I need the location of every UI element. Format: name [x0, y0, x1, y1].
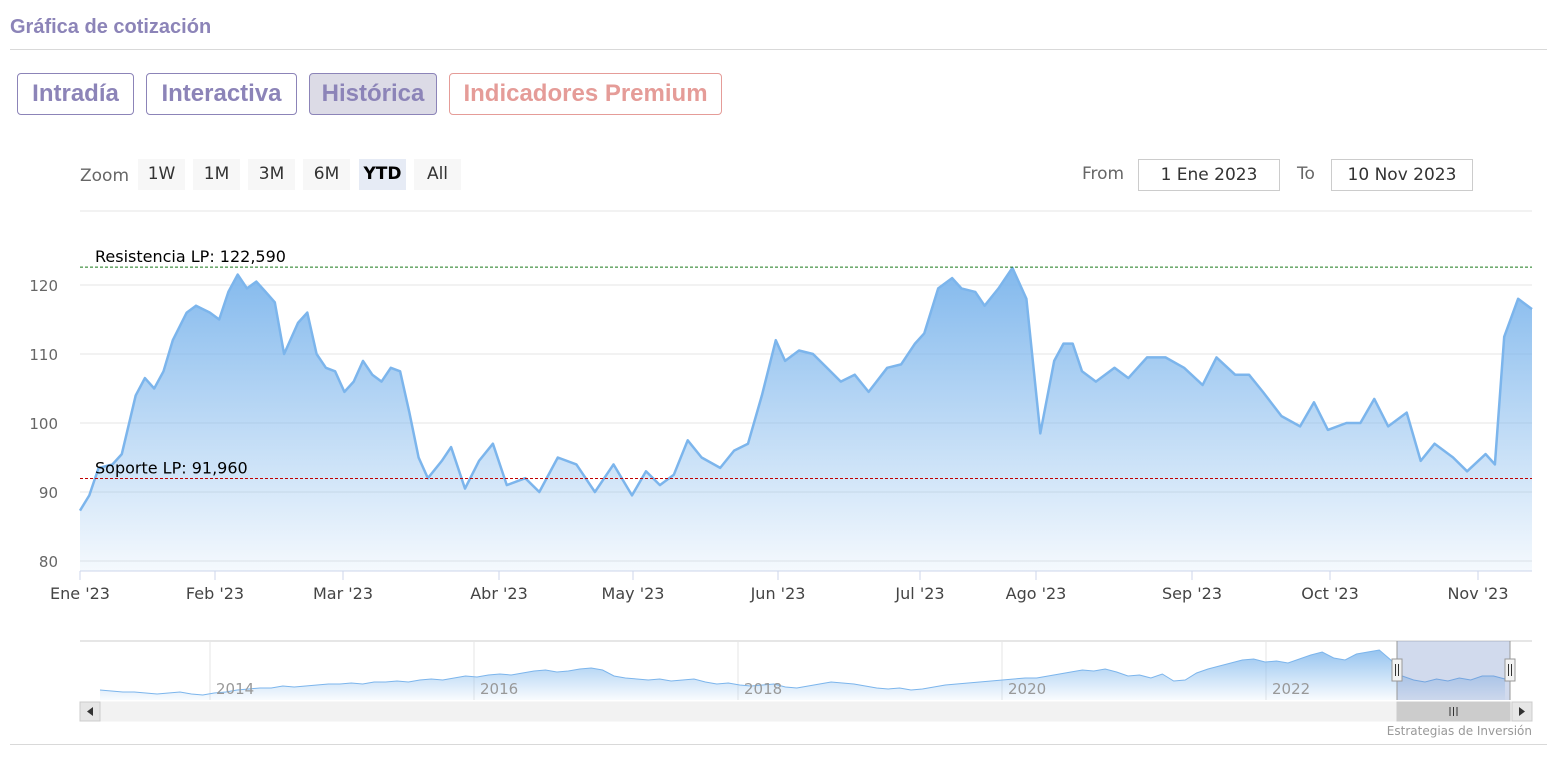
- x-tick-label: May '23: [602, 584, 665, 603]
- navigator-handle-left[interactable]: [1391, 658, 1403, 682]
- from-date-input[interactable]: 1 Ene 2023: [1138, 159, 1280, 191]
- x-axis: Ene '23 Feb '23 Mar '23 Abr '23 May '23 Jun '…: [50, 570, 1532, 603]
- navigator-tick-label: 2014: [216, 680, 254, 698]
- zoom-button-1w[interactable]: 1W: [138, 159, 185, 190]
- navigator[interactable]: 2014 2016 2018 2020 2022: [80, 640, 1532, 700]
- navigator-tick-label: 2022: [1272, 680, 1310, 698]
- price-area: [78, 266, 1533, 571]
- tab-interactiva[interactable]: Interactiva: [146, 73, 297, 115]
- bottom-divider: [10, 744, 1547, 745]
- navigator-tick-label: 2018: [744, 680, 782, 698]
- zoom-button-6m[interactable]: 6M: [303, 159, 350, 190]
- y-axis: 80 90 100 110 120: [29, 277, 58, 571]
- credits-label: Estrategias de Inversión: [1386, 724, 1532, 738]
- price-line: [78, 266, 1533, 512]
- x-tick-label: Mar '23: [313, 584, 373, 603]
- zoom-label: Zoom: [80, 166, 130, 186]
- y-tick-label-80: 80: [39, 553, 58, 571]
- y-tick-label-120: 120: [29, 277, 58, 295]
- x-tick-label: Ene '23: [50, 584, 110, 603]
- tab-intradia[interactable]: Intradía: [17, 73, 134, 115]
- navigator-tick-label: 2016: [480, 680, 518, 698]
- x-tick-label: Feb '23: [186, 584, 244, 603]
- chevron-left-icon: [87, 707, 93, 716]
- x-tick-label: Nov '23: [1447, 584, 1508, 603]
- resistance-label: Resistencia LP: 122,590: [95, 247, 286, 266]
- zoom-button-ytd[interactable]: YTD: [359, 159, 406, 190]
- price-area-fill: [80, 267, 1532, 571]
- navigator-area: [100, 650, 1505, 700]
- x-tick-label: Abr '23: [470, 584, 528, 603]
- zoom-button-all[interactable]: All: [414, 159, 461, 190]
- scrollbar[interactable]: [79, 701, 1533, 722]
- navigator-handle-right[interactable]: [1504, 658, 1516, 682]
- page-title: Gráfica de cotización: [10, 16, 212, 38]
- navigator-tick-label: 2020: [1008, 680, 1046, 698]
- navigator-line: [99, 649, 1506, 696]
- zoom-button-1m[interactable]: 1M: [193, 159, 240, 190]
- x-tick-label: Sep '23: [1162, 584, 1222, 603]
- title-divider: [10, 49, 1547, 50]
- tab-historica[interactable]: Histórica: [309, 73, 437, 115]
- y-tick-label-110: 110: [29, 346, 58, 364]
- scrollbar-track[interactable]: [79, 701, 1533, 722]
- tab-indicadores-premium[interactable]: Indicadores Premium: [449, 73, 722, 115]
- x-tick-label: Oct '23: [1301, 584, 1359, 603]
- to-label: To: [1297, 164, 1315, 184]
- x-tick-label: Ago '23: [1006, 584, 1067, 603]
- support-label: Soporte LP: 91,960: [95, 458, 248, 477]
- y-tick-label-90: 90: [39, 484, 58, 502]
- plot-lines: Resistencia LP: 122,590 Soporte LP: 91,96…: [80, 247, 1532, 479]
- x-tick-label: Jul '23: [894, 584, 944, 603]
- y-tick-label-100: 100: [29, 415, 58, 433]
- zoom-button-3m[interactable]: 3M: [248, 159, 295, 190]
- x-tick-label: Jun '23: [750, 584, 806, 603]
- to-date-input[interactable]: 10 Nov 2023: [1331, 159, 1473, 191]
- navigator-selection: [1397, 641, 1510, 700]
- chevron-right-icon: [1519, 707, 1525, 716]
- from-label: From: [1082, 164, 1125, 184]
